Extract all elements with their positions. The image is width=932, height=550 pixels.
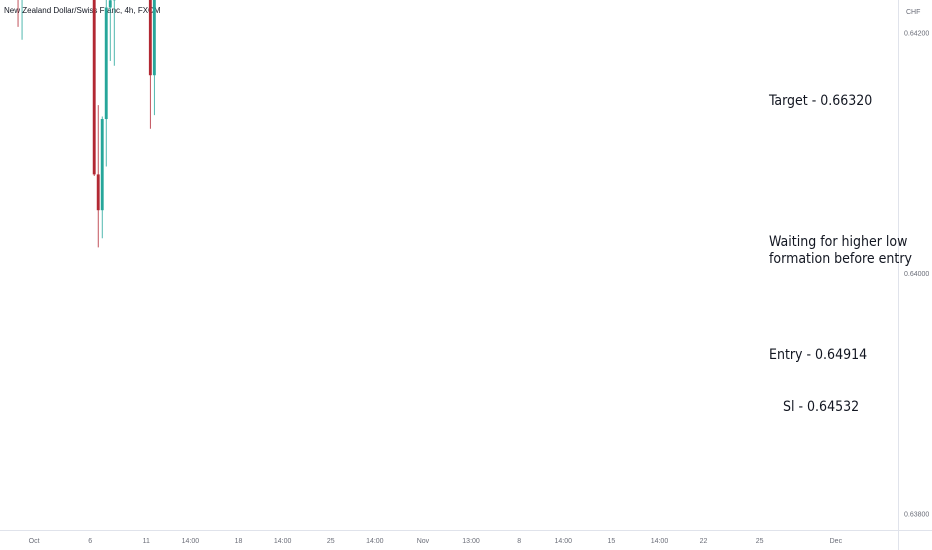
x-tick-label: 8 xyxy=(517,538,521,545)
x-tick-label: 14:00 xyxy=(554,538,572,545)
candle-body xyxy=(152,0,156,76)
x-tick-label: 14:00 xyxy=(366,538,384,545)
x-tick-label: 6 xyxy=(88,538,92,545)
x-tick-label: 11 xyxy=(143,538,150,545)
waiting-annotation-line2: formation before entry xyxy=(769,251,912,267)
entry-annotation: Entry - 0.64914 xyxy=(769,347,868,363)
x-tick-label: 15 xyxy=(607,538,615,545)
x-tick-label: 14:00 xyxy=(182,538,200,545)
candle-body xyxy=(100,119,104,211)
x-tick-label: 14:00 xyxy=(651,538,669,545)
target-annotation: Target - 0.66320 xyxy=(769,93,873,109)
candle-body xyxy=(104,7,108,120)
x-tick-label: 14:00 xyxy=(274,538,292,545)
x-tick-label: 25 xyxy=(756,538,764,545)
y-tick-label: 0.63800 xyxy=(904,512,929,519)
candle-body xyxy=(92,0,96,175)
price-axis-bg xyxy=(898,0,932,550)
x-tick-label: Dec xyxy=(830,538,843,545)
candle-layer xyxy=(17,0,156,248)
waiting-annotation-line1: Waiting for higher low xyxy=(769,234,908,250)
x-tick-label: 25 xyxy=(327,538,335,545)
currency-label: CHF xyxy=(906,9,920,16)
sl-annotation: Sl - 0.64532 xyxy=(783,399,860,415)
x-tick-label: 18 xyxy=(235,538,243,545)
candle-body xyxy=(108,0,112,8)
chart-title: New Zealand Dollar/Swiss Franc, 4h, FXCM xyxy=(4,6,161,15)
x-tick-label: 22 xyxy=(700,538,708,545)
candle-body xyxy=(96,174,100,211)
y-tick-label: 0.64200 xyxy=(904,30,929,37)
x-tick-label: 13:00 xyxy=(462,538,480,545)
x-tick-label: Nov xyxy=(417,538,430,545)
y-tick-label: 0.64000 xyxy=(904,271,929,278)
candle-body xyxy=(148,0,152,76)
x-tick-label: Oct xyxy=(29,538,40,545)
